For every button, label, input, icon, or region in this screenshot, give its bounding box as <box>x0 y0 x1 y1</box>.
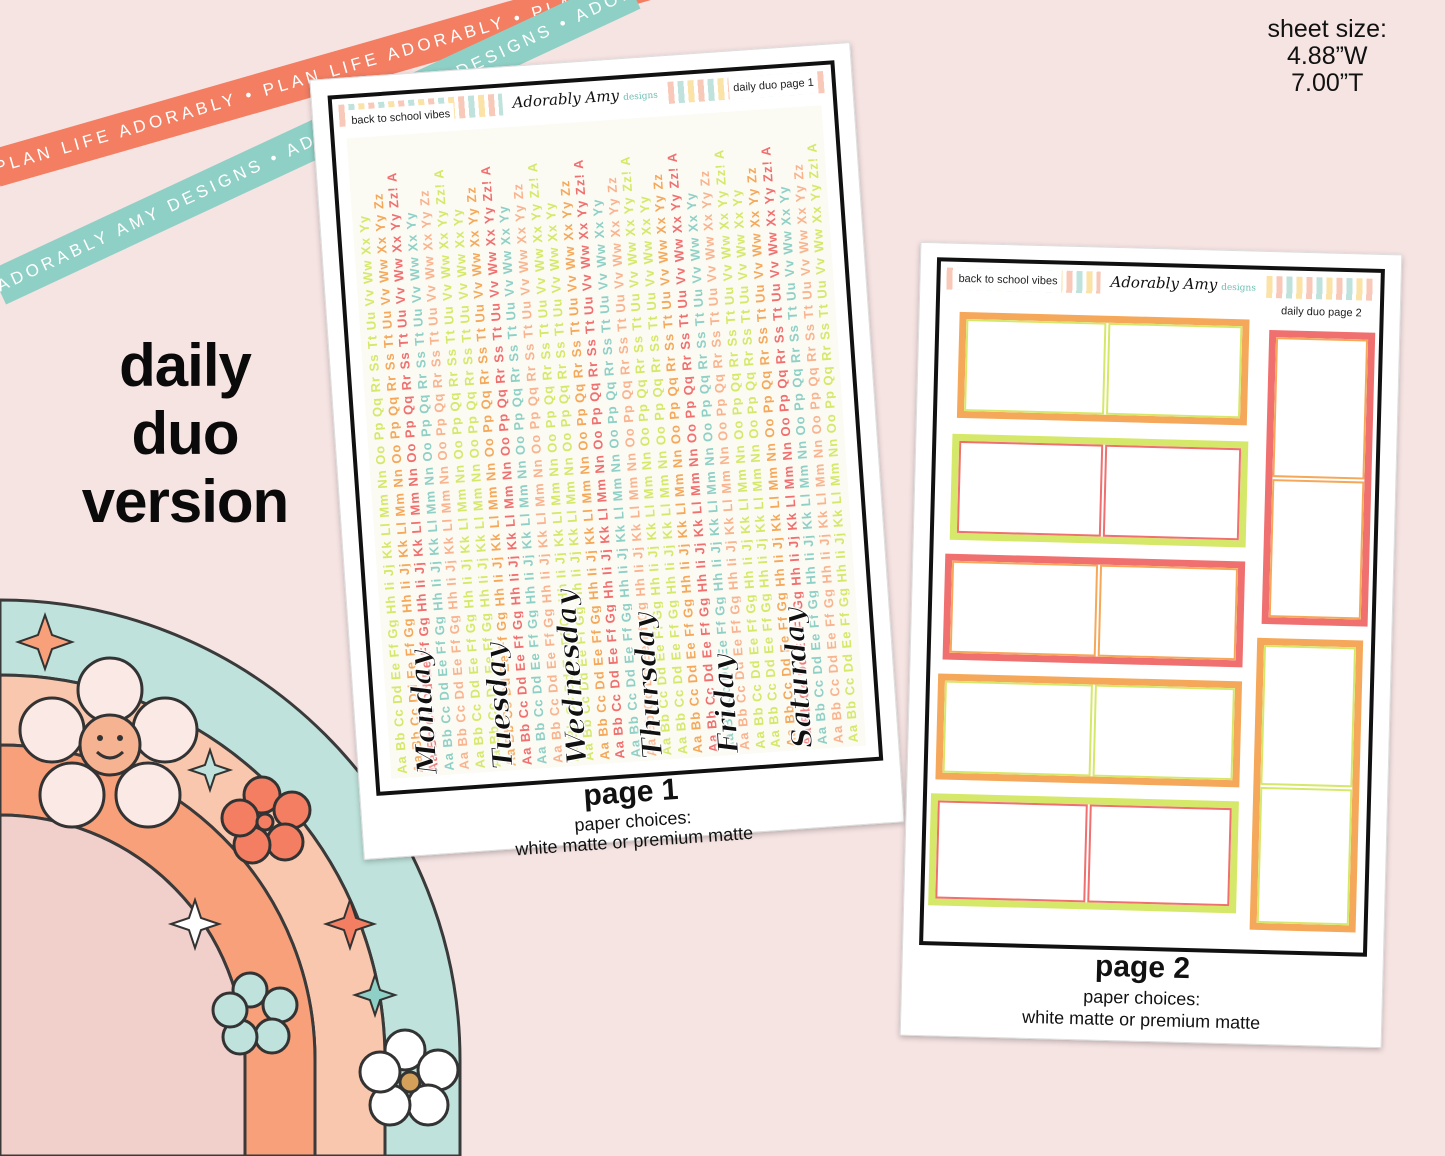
sticker-box <box>956 311 1250 426</box>
page-2-header-right: daily duo page 2 <box>1276 300 1367 325</box>
sparkle-icon <box>322 896 378 952</box>
sparkle-icon <box>351 971 399 1019</box>
page-2-header-left: back to school vibes <box>954 267 1062 293</box>
page-2-logo: Adorably Amy designs <box>1100 268 1267 299</box>
page-2-sheet-frame: back to school vibes Adorably Amy designs… <box>919 257 1385 957</box>
mint-flower-icon <box>211 971 299 1056</box>
page-1-header-right: daily duo page 1 <box>728 71 819 100</box>
sticker-box <box>949 433 1249 548</box>
alphabet-stickers: Aa Bb Cc Dd Ee Ff Gg Hh Ii Jj Kk Ll Mm N… <box>346 105 867 779</box>
headline-line-1: daily <box>119 332 252 399</box>
sticker-box <box>928 793 1239 914</box>
sticker-sheet-page-1: back to school vibes Adorably Amy designs… <box>309 42 905 860</box>
page-1-sheet-frame: back to school vibes Adorably Amy designs… <box>327 60 884 796</box>
sticker-sheet-page-2: back to school vibes Adorably Amy designs… <box>899 241 1403 1049</box>
sheet-size-label: sheet size: <box>1267 15 1387 43</box>
sheet-height: 7.00”T <box>1291 69 1364 97</box>
sheet-width: 4.88”W <box>1286 42 1368 70</box>
sticker-box <box>935 673 1243 788</box>
sparkle-icon <box>167 896 223 952</box>
sheet-size-info: sheet size: 4.88”W 7.00”T <box>1267 16 1387 97</box>
rainbow-illustration <box>0 598 462 1156</box>
day-label-friday: Friday <box>705 653 746 755</box>
daisy-icon <box>358 1028 460 1127</box>
sticker-box-tall <box>1261 329 1376 627</box>
sticker-box <box>942 553 1246 668</box>
version-headline: daily duo version <box>60 332 310 536</box>
page-1-logo: Adorably Amy designs <box>501 78 669 117</box>
smiley-flower-icon <box>18 656 199 829</box>
sparkle-icon <box>14 611 76 673</box>
sparkle-icon <box>186 746 234 794</box>
headline-line-2: duo <box>131 400 240 467</box>
sticker-box-tall <box>1249 637 1364 933</box>
orange-flower-icon <box>220 775 312 865</box>
headline-line-3: version <box>81 468 289 535</box>
